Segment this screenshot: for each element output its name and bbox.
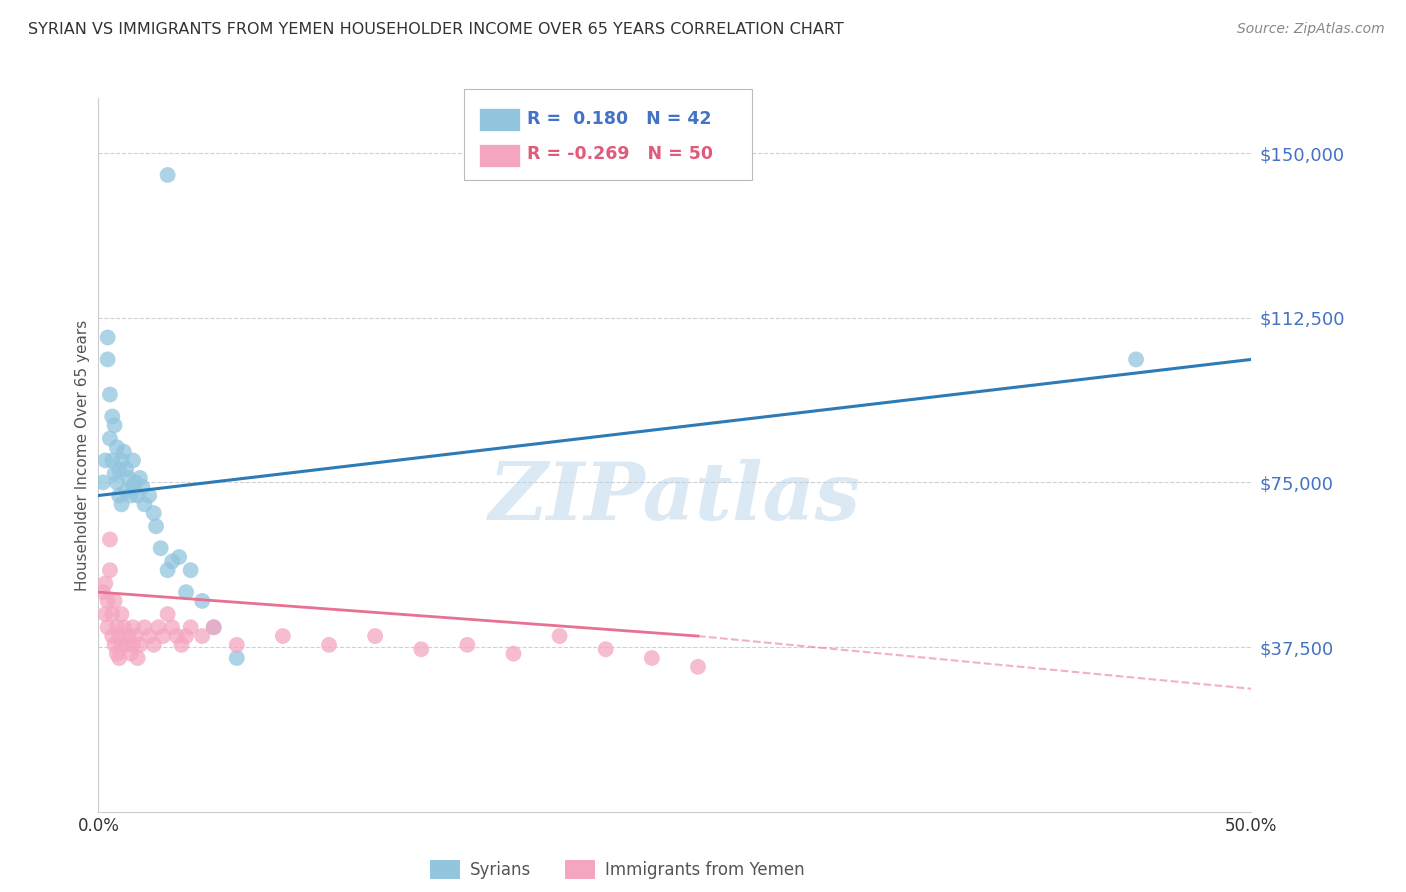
Point [641, 651, 664, 665]
Point [98, 533, 121, 547]
Point [94, 607, 117, 621]
Point [156, 607, 179, 621]
Point [101, 629, 124, 643]
Point [318, 638, 340, 652]
Point [124, 629, 146, 643]
Point [117, 629, 139, 643]
Point [110, 497, 132, 511]
Point [411, 642, 433, 657]
Point [103, 638, 125, 652]
Point [156, 563, 179, 577]
Point [101, 409, 124, 424]
Point [122, 453, 145, 467]
Point [149, 541, 172, 556]
Point [152, 629, 174, 643]
Point [180, 620, 202, 634]
Point [101, 607, 124, 621]
Point [134, 497, 156, 511]
Point [94, 453, 117, 467]
Point [115, 462, 138, 476]
Point [225, 651, 247, 665]
Point [115, 484, 138, 499]
Point [138, 489, 160, 503]
Point [120, 647, 142, 661]
Point [103, 467, 125, 481]
Text: R =  0.180   N = 42: R = 0.180 N = 42 [527, 110, 711, 128]
Point [180, 563, 202, 577]
Text: Source: ZipAtlas.com: Source: ZipAtlas.com [1237, 22, 1385, 37]
Point [108, 629, 131, 643]
Point [129, 638, 152, 652]
Point [103, 418, 125, 433]
Point [110, 638, 132, 652]
Point [124, 475, 146, 490]
Point [105, 475, 128, 490]
Point [110, 607, 132, 621]
Point [364, 629, 387, 643]
Point [110, 453, 132, 467]
Point [131, 480, 153, 494]
Point [122, 638, 145, 652]
Point [127, 651, 149, 665]
Point [97, 330, 120, 344]
Point [97, 594, 120, 608]
Point [117, 471, 139, 485]
Point [129, 471, 152, 485]
Point [98, 387, 121, 401]
Text: SYRIAN VS IMMIGRANTS FROM YEMEN HOUSEHOLDER INCOME OVER 65 YEARS CORRELATION CHA: SYRIAN VS IMMIGRANTS FROM YEMEN HOUSEHOL… [28, 22, 844, 37]
Point [122, 620, 145, 634]
Point [122, 480, 145, 494]
Point [145, 519, 167, 533]
Point [98, 563, 121, 577]
Point [101, 453, 124, 467]
Legend: Syrians, Immigrants from Yemen: Syrians, Immigrants from Yemen [423, 853, 811, 886]
Point [115, 638, 138, 652]
Point [108, 462, 131, 476]
Point [502, 647, 524, 661]
Point [1125, 352, 1147, 367]
Point [91, 475, 114, 490]
Point [271, 629, 294, 643]
Point [142, 506, 165, 520]
Point [127, 489, 149, 503]
Point [160, 554, 183, 568]
Point [170, 638, 193, 652]
Point [225, 638, 247, 652]
Point [105, 647, 128, 661]
Point [160, 620, 183, 634]
Point [595, 642, 617, 657]
Point [108, 651, 131, 665]
Point [174, 629, 197, 643]
Point [105, 620, 128, 634]
Point [191, 629, 214, 643]
Text: ZIPatlas: ZIPatlas [489, 459, 860, 536]
Point [202, 620, 225, 634]
Point [686, 660, 709, 674]
Point [120, 489, 142, 503]
Point [105, 440, 128, 454]
Point [167, 549, 190, 564]
Point [97, 620, 120, 634]
Point [108, 489, 131, 503]
Point [191, 594, 214, 608]
Y-axis label: Householder Income Over 65 years: Householder Income Over 65 years [75, 319, 90, 591]
Point [148, 620, 170, 634]
Point [98, 432, 121, 446]
Point [166, 629, 188, 643]
Point [174, 585, 197, 599]
Point [456, 638, 478, 652]
Point [94, 576, 117, 591]
Point [97, 352, 120, 367]
Point [138, 629, 160, 643]
Point [134, 620, 156, 634]
Point [112, 620, 135, 634]
Text: R = -0.269   N = 50: R = -0.269 N = 50 [527, 145, 713, 163]
Point [103, 594, 125, 608]
Point [142, 638, 165, 652]
Point [112, 444, 135, 458]
Point [91, 585, 114, 599]
Point [156, 168, 179, 182]
Point [548, 629, 571, 643]
Point [202, 620, 225, 634]
